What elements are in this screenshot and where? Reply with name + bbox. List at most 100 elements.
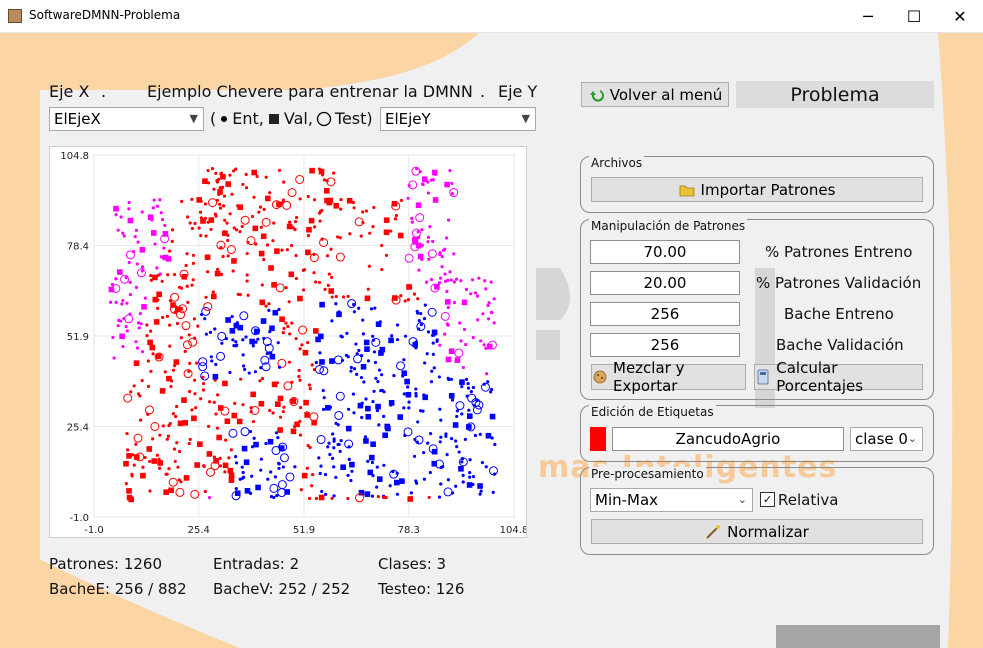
train-point (170, 239, 174, 243)
batch-validation-input[interactable]: 256 (590, 333, 740, 357)
train-point (339, 334, 343, 338)
train-point (272, 495, 276, 500)
train-point (206, 424, 211, 428)
train-point (455, 445, 459, 449)
train-point (459, 279, 463, 283)
scatter-plot[interactable]: -1.0 25.4 51.9 78.3 104.8 104.8 78.4 51.9 25.4 -1… (49, 146, 528, 538)
train-point (165, 314, 170, 318)
maximize-button[interactable]: ☐ (906, 6, 922, 26)
train-point (242, 475, 246, 479)
train-point (138, 394, 142, 398)
train-point (239, 377, 243, 381)
validation-point (384, 423, 391, 430)
train-point (449, 278, 453, 282)
back-to-menu-button[interactable]: Volver al menú (581, 82, 729, 107)
x-tick-label: 78.3 (398, 525, 420, 536)
train-point (293, 465, 297, 469)
train-point (241, 338, 245, 342)
train-point (350, 469, 354, 473)
test-point (287, 188, 297, 198)
train-point (108, 300, 113, 304)
train-point (429, 277, 434, 282)
train-point (490, 311, 494, 315)
eje-x-select[interactable]: ElEjeX ▼ (49, 107, 204, 131)
mix-export-button[interactable]: Mezclar y Exportar (591, 359, 746, 395)
train-point (452, 252, 456, 256)
train-point (193, 221, 197, 226)
train-point (128, 292, 133, 297)
eje-y-select[interactable]: ElEjeY ▼ (380, 107, 536, 131)
train-point (282, 326, 286, 331)
validation-point (319, 301, 325, 308)
train-point (460, 457, 465, 461)
validation-point (349, 461, 355, 468)
train-point (124, 482, 128, 486)
train-point (457, 450, 461, 454)
import-button-label: Importar Patrones (700, 180, 836, 199)
class-select[interactable]: clase 0 ⌄ (850, 427, 923, 451)
test-point (282, 200, 292, 210)
train-point (161, 315, 165, 320)
train-point (422, 450, 426, 455)
import-patterns-button[interactable]: Importar Patrones (591, 177, 923, 202)
validation-point (151, 458, 158, 464)
train-point (149, 369, 153, 373)
train-point (382, 414, 386, 418)
train-point (203, 489, 207, 494)
minimize-button[interactable]: ─ (863, 6, 873, 26)
train-point (298, 347, 302, 351)
train-point (372, 350, 377, 354)
train-point (330, 295, 334, 299)
back-arrow-icon (589, 89, 604, 102)
train-point (359, 234, 363, 238)
train-percent-input[interactable]: 70.00 (590, 240, 740, 264)
chevron-down-icon: ▼ (189, 112, 198, 125)
validation-point (126, 453, 132, 459)
close-button[interactable]: ✕ (953, 6, 967, 26)
test-point (472, 405, 482, 415)
train-point (471, 335, 475, 340)
label-name-input[interactable]: ZancudoAgrio (612, 427, 844, 451)
train-point (438, 407, 442, 411)
train-point (235, 321, 239, 325)
train-point (318, 471, 322, 476)
train-point (173, 364, 177, 368)
test-point (206, 467, 216, 477)
train-point (422, 316, 427, 321)
train-point (325, 254, 330, 258)
test-point (354, 493, 364, 503)
validation-point (194, 462, 200, 468)
label-color-swatch[interactable] (590, 427, 606, 451)
train-point (234, 454, 238, 459)
validation-percent-input[interactable]: 20.00 (590, 271, 740, 295)
train-point (235, 343, 239, 347)
train-point (175, 441, 179, 445)
train-point (450, 191, 454, 196)
train-point (429, 380, 434, 384)
train-point (245, 273, 249, 277)
test-point (326, 177, 336, 187)
batch-train-input[interactable]: 256 (590, 302, 740, 326)
validation-point (311, 419, 317, 426)
train-point (377, 368, 382, 372)
relative-checkbox[interactable]: ✓ (760, 492, 775, 507)
train-point (282, 405, 286, 409)
validation-point (454, 357, 461, 363)
test-point (170, 292, 180, 302)
test-point (333, 355, 343, 365)
train-point (407, 400, 411, 404)
train-point (425, 280, 429, 284)
validation-point (304, 412, 310, 418)
validation-point (452, 422, 459, 428)
train-point (197, 226, 201, 230)
normalization-method-select[interactable]: Min-Max ⌄ (590, 488, 753, 512)
validation-point (313, 328, 319, 334)
validation-point (363, 339, 370, 346)
calculate-percentages-button[interactable]: Calcular Porcentajes (754, 359, 923, 395)
normalize-button[interactable]: Normalizar (591, 519, 923, 544)
train-point (471, 475, 476, 479)
test-point (188, 337, 198, 347)
train-point (372, 205, 376, 210)
test-point (319, 366, 329, 376)
test-point (335, 391, 345, 401)
